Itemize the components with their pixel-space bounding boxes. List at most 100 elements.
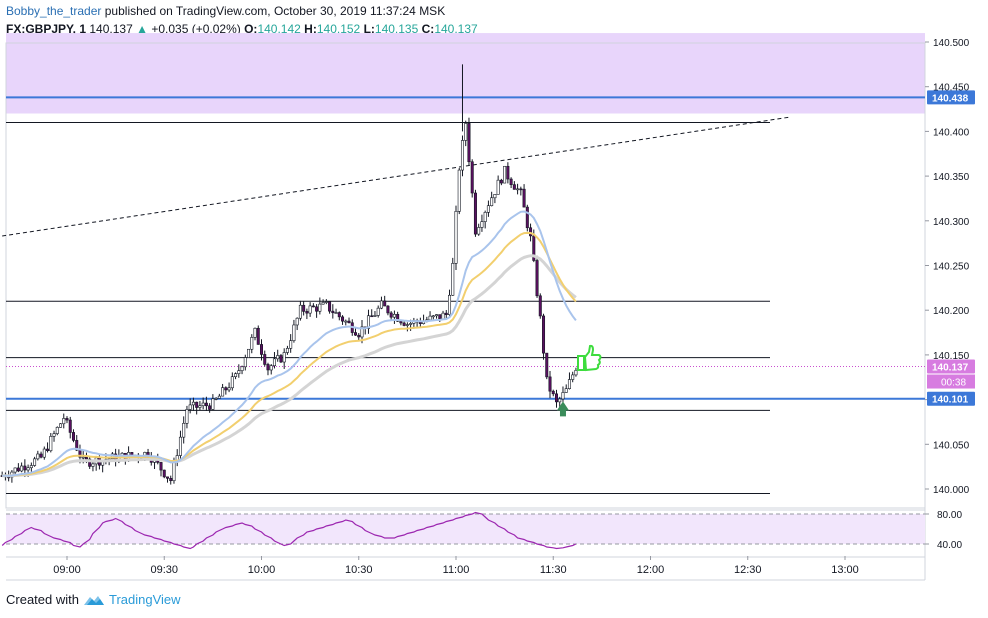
- time-tick-label: 13:00: [831, 564, 859, 576]
- price-tick-label: 140.050: [933, 440, 970, 451]
- price-tick-label: 140.500: [933, 38, 970, 49]
- candle-body: [402, 322, 406, 326]
- candle-body: [503, 165, 507, 184]
- tradingview-brand[interactable]: TradingView: [108, 592, 181, 607]
- candle-body: [490, 197, 494, 207]
- candle-body: [285, 348, 289, 353]
- candle-body: [75, 440, 79, 451]
- candle-body: [224, 387, 228, 391]
- candle-body: [506, 165, 510, 180]
- price-tick-label: 140.000: [933, 485, 970, 496]
- price-tick-label: 140.450: [933, 83, 970, 94]
- time-tick-label: 10:00: [248, 564, 276, 576]
- candle-body: [321, 302, 325, 305]
- candle-body: [253, 327, 257, 338]
- candle-body: [16, 467, 20, 472]
- candle-body: [182, 422, 186, 438]
- price-tick-label: 140.250: [933, 262, 970, 273]
- candle-body: [204, 402, 208, 407]
- candle-body: [39, 453, 43, 458]
- publish-info: published on TradingView.com, October 30…: [104, 4, 446, 18]
- candle-body: [308, 305, 312, 314]
- candle-body: [548, 376, 552, 392]
- ema-blue-line: [2, 210, 577, 477]
- price-change: +0.035 (+0.02%): [151, 22, 241, 36]
- close-label: C:: [421, 22, 435, 36]
- candle-body: [247, 348, 251, 358]
- candle-body: [211, 398, 215, 410]
- candle-body: [263, 354, 267, 365]
- candle-body: [558, 398, 562, 403]
- countdown-label: 00:38: [941, 378, 966, 389]
- candle-body: [480, 221, 484, 228]
- candle-body: [13, 467, 17, 473]
- price-tag: [927, 391, 975, 406]
- candle-body: [499, 179, 503, 184]
- created-with-label: Created with: [6, 592, 79, 607]
- price-tick-label: 140.350: [933, 172, 970, 183]
- candle-body: [448, 294, 452, 316]
- candle-body: [62, 418, 66, 425]
- ema-gray-line: [2, 254, 577, 478]
- candle-body: [59, 423, 63, 428]
- candle-body: [289, 340, 293, 349]
- candle-body: [334, 312, 338, 314]
- candle-body: [68, 419, 72, 433]
- candle-body: [55, 427, 59, 434]
- candle-body: [571, 374, 575, 380]
- time-tick-label: 11:30: [540, 564, 567, 576]
- candle-body: [435, 314, 439, 317]
- candle-body: [298, 304, 302, 319]
- candle-body: [230, 376, 234, 389]
- candle-body: [354, 332, 358, 336]
- price-tag: [927, 90, 975, 105]
- candle-body: [344, 320, 348, 323]
- candle-body: [366, 315, 370, 329]
- resistance-zone: [6, 33, 925, 114]
- price-axis: 140.500 140.450 140.400 140.350 140.300 140.2…: [925, 38, 970, 496]
- candle-body: [545, 352, 549, 378]
- rsi-tick-label: 40.00: [937, 540, 962, 551]
- candle-body: [360, 326, 364, 338]
- candle-body: [237, 370, 241, 375]
- candle-body: [311, 305, 315, 308]
- rsi-tick-label: 80.00: [937, 510, 962, 521]
- high-label: H:: [304, 22, 317, 36]
- candle-body: [441, 312, 445, 320]
- price-tick-label: 140.300: [933, 217, 970, 228]
- high-value: 140.152: [316, 22, 361, 36]
- candle-body: [20, 465, 24, 472]
- candle-body: [493, 194, 497, 199]
- time-tick-label: 09:00: [53, 564, 81, 576]
- publish-header: Bobby_the_trader published on TradingVie…: [6, 4, 445, 18]
- candle-body: [438, 314, 442, 320]
- candle-body: [561, 392, 565, 400]
- candle-body: [389, 312, 393, 318]
- time-axis: 09:00 09:30 10:00 10:30 11:00 11:30 12:00 12:30…: [53, 556, 859, 576]
- candle-body: [457, 169, 461, 212]
- rsi-band: [6, 514, 925, 544]
- tradingview-logo-icon: [83, 595, 104, 605]
- countdown-tag: [927, 374, 975, 389]
- price-tick-label: 140.200: [933, 306, 970, 317]
- candle-body: [379, 300, 383, 309]
- author-link[interactable]: Bobby_the_trader: [6, 4, 102, 18]
- candle-body: [65, 418, 69, 421]
- candle-body: [195, 401, 199, 408]
- candle-body: [473, 192, 477, 235]
- time-tick-label: 12:30: [734, 564, 762, 576]
- candle-body: [214, 398, 218, 400]
- up-arrow-icon: [556, 401, 569, 417]
- candle-body: [454, 211, 458, 264]
- candle-body: [256, 327, 260, 345]
- candle-body: [162, 469, 166, 478]
- candle-body: [337, 312, 341, 318]
- candle-body: [276, 355, 280, 360]
- candle-body: [522, 188, 526, 208]
- candle-body: [564, 388, 568, 393]
- time-tick-label: 09:30: [150, 564, 178, 576]
- candle-body: [221, 387, 225, 397]
- candle-body: [551, 390, 555, 395]
- candle-body: [483, 212, 487, 222]
